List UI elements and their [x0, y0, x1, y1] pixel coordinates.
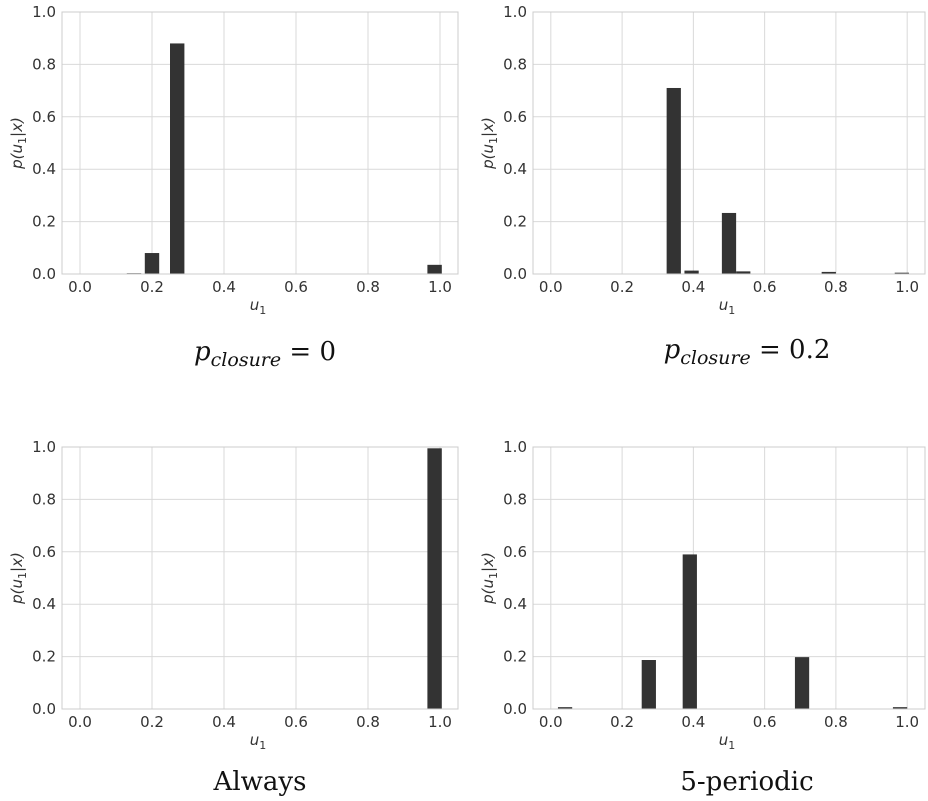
chart-panel-4: 0.0 0.2 0.4 0.6 0.8 1.0 0.0 0.2 0.4 0.6 0.8 1.0 u1 p(…	[479, 438, 926, 797]
x-tick-label: 0.6	[753, 713, 777, 731]
x-tick-label: 0.6	[753, 278, 777, 296]
y-tick-label: 0.0	[32, 265, 56, 283]
x-tick-label: 0.2	[140, 713, 164, 731]
bar	[794, 657, 810, 709]
y-tick-label: 0.8	[32, 490, 56, 508]
x-tick-label: 0.4	[681, 278, 705, 296]
y-tick-label: 0.0	[503, 265, 527, 283]
chart-panel-3: 0.0 0.2 0.4 0.6 0.8 1.0 0.0 0.2 0.4 0.6 0.8 1.0 u1 p(…	[8, 438, 459, 797]
x-tick-label: 0.0	[539, 713, 563, 731]
chart-panel-1: 0.0 0.2 0.4 0.6 0.8 1.0 0.0 0.2 0.4 0.6 0.8 1.0 u1 p(…	[8, 3, 459, 371]
x-tick-label: 0.6	[284, 278, 308, 296]
x-tick-label: 0.0	[68, 278, 92, 296]
x-tick-label: 0.2	[140, 278, 164, 296]
y-axis-label: p(u1|x)	[479, 117, 500, 170]
plot-area	[62, 12, 458, 274]
y-tick-label: 0.8	[503, 55, 527, 73]
plot-frame	[61, 11, 459, 275]
plot-frame	[61, 446, 459, 710]
x-tick-label: 1.0	[428, 278, 452, 296]
y-tick-label: 0.0	[32, 700, 56, 718]
x-tick-label: 0.4	[212, 278, 236, 296]
x-tick-label: 0.4	[212, 713, 236, 731]
chart-panel-2: 0.0 0.2 0.4 0.6 0.8 1.0 0.0 0.2 0.4 0.6 0.8 1.0 u1 p(…	[479, 3, 926, 369]
y-tick-label: 0.2	[503, 648, 527, 666]
y-tick-label: 0.0	[503, 700, 527, 718]
x-tick-label: 1.0	[895, 278, 919, 296]
bar	[557, 707, 573, 709]
x-tick-label: 0.0	[539, 278, 563, 296]
y-axis-label: p(u1|x)	[8, 117, 29, 170]
panel-caption: pclosure = 0.2	[664, 335, 831, 369]
plot-frame	[532, 11, 926, 275]
bar	[892, 707, 908, 709]
bar	[144, 253, 160, 274]
y-tick-label: 1.0	[503, 3, 527, 21]
x-tick-label: 0.8	[356, 278, 380, 296]
y-tick-label: 0.8	[503, 490, 527, 508]
y-tick-label: 0.4	[32, 595, 56, 613]
x-axis-label: u1	[250, 731, 267, 752]
y-axis-label: p(u1|x)	[479, 552, 500, 605]
x-tick-label: 0.8	[824, 278, 848, 296]
x-axis-label: u1	[250, 296, 267, 317]
bar	[894, 272, 909, 274]
x-tick-label: 0.8	[356, 713, 380, 731]
panel-caption: 5-periodic	[680, 767, 813, 797]
y-tick-label: 0.4	[503, 160, 527, 178]
x-tick-label: 0.2	[610, 278, 634, 296]
y-tick-label: 0.6	[32, 108, 56, 126]
y-tick-label: 1.0	[503, 438, 527, 456]
panel-caption: pclosure = 0	[194, 337, 336, 371]
y-axis-label: p(u1|x)	[8, 552, 29, 605]
plot-frame	[532, 446, 926, 710]
y-tick-label: 0.2	[503, 213, 527, 231]
y-tick-label: 0.4	[32, 160, 56, 178]
x-tick-label: 1.0	[895, 713, 919, 731]
bar	[666, 87, 681, 274]
bar	[170, 43, 185, 274]
plot-area	[533, 447, 925, 709]
bar	[721, 212, 737, 274]
bar	[427, 448, 442, 709]
bar	[684, 270, 699, 274]
bar	[641, 660, 656, 709]
x-axis-label: u1	[719, 731, 736, 752]
x-tick-label: 1.0	[428, 713, 452, 731]
x-tick-label: 0.6	[284, 713, 308, 731]
x-tick-label: 0.8	[824, 713, 848, 731]
y-tick-label: 0.2	[32, 213, 56, 231]
bar	[427, 264, 442, 274]
x-tick-label: 0.4	[681, 713, 705, 731]
y-tick-label: 0.8	[32, 55, 56, 73]
x-tick-label: 0.0	[68, 713, 92, 731]
y-tick-label: 0.6	[503, 543, 527, 561]
y-tick-label: 0.6	[503, 108, 527, 126]
x-axis-label: u1	[719, 296, 736, 317]
y-tick-label: 1.0	[32, 3, 56, 21]
y-tick-label: 0.2	[32, 648, 56, 666]
y-tick-label: 0.4	[503, 595, 527, 613]
panel-caption: Always	[213, 767, 307, 797]
plot-area	[62, 447, 458, 709]
bar	[682, 554, 697, 709]
y-tick-label: 0.6	[32, 543, 56, 561]
bar	[736, 271, 751, 274]
bar	[821, 271, 836, 274]
y-tick-label: 1.0	[32, 438, 56, 456]
x-tick-label: 0.2	[610, 713, 634, 731]
